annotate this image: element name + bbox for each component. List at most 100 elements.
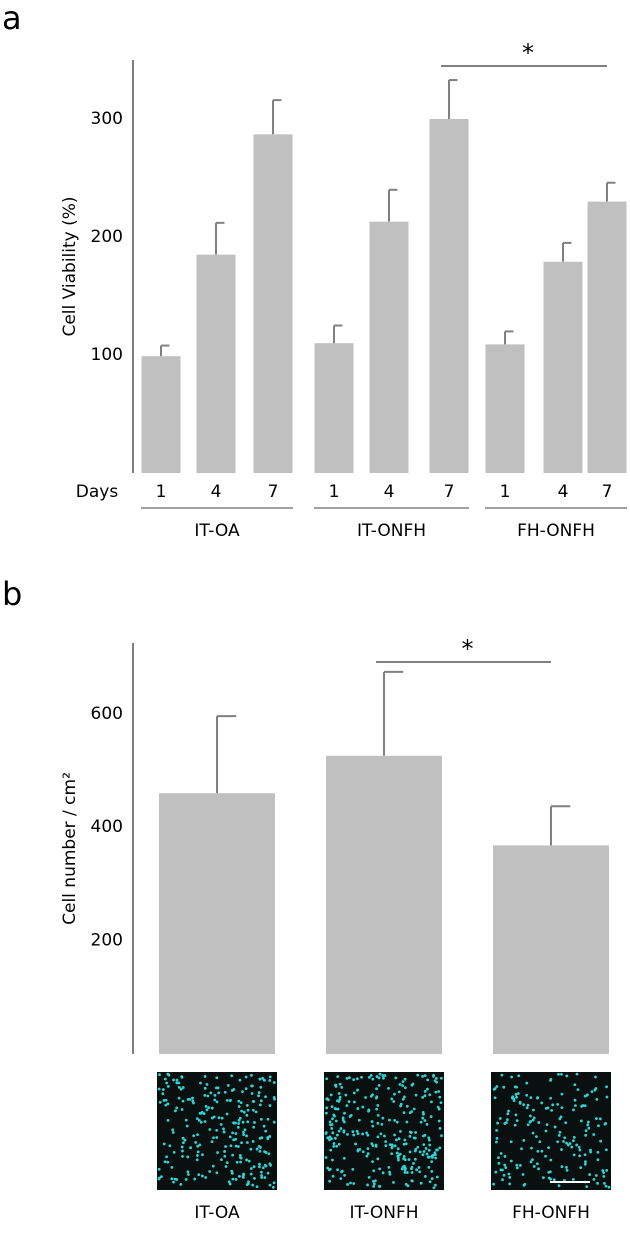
cell-nucleus — [245, 1134, 248, 1138]
cell-nucleus — [361, 1150, 365, 1154]
cell-nucleus — [181, 1086, 185, 1089]
cell-nucleus — [262, 1078, 266, 1082]
cell-nucleus — [272, 1120, 276, 1124]
x-tick-label: 7 — [444, 482, 455, 502]
cell-nucleus — [237, 1145, 240, 1148]
cell-nucleus — [352, 1091, 356, 1095]
cell-nucleus — [332, 1145, 336, 1148]
cell-nucleus — [215, 1129, 219, 1132]
cell-nucleus — [432, 1186, 436, 1190]
x-tick-label: FH-ONFH — [512, 1203, 590, 1223]
cell-nucleus — [259, 1146, 262, 1149]
cell-nucleus — [529, 1119, 533, 1123]
cell-nucleus — [503, 1163, 507, 1167]
cell-nucleus — [177, 1096, 181, 1100]
cell-nucleus — [402, 1155, 406, 1158]
cell-nucleus — [244, 1075, 248, 1079]
cell-nucleus — [225, 1161, 229, 1165]
cell-nucleus — [558, 1130, 562, 1134]
cell-nucleus — [195, 1117, 199, 1121]
cell-nucleus — [404, 1182, 408, 1186]
significance-mark: * — [522, 39, 534, 67]
cell-nucleus — [234, 1177, 238, 1181]
cell-nucleus — [246, 1108, 250, 1112]
cell-nucleus — [532, 1116, 536, 1120]
cell-nucleus — [583, 1104, 587, 1108]
cell-nucleus — [180, 1145, 184, 1149]
cell-nucleus — [438, 1095, 442, 1099]
cell-nucleus — [341, 1118, 345, 1122]
cell-nucleus — [209, 1091, 213, 1095]
cell-nucleus — [517, 1074, 521, 1078]
cell-nucleus — [166, 1102, 170, 1106]
cell-nucleus — [520, 1147, 523, 1151]
cell-nucleus — [388, 1172, 392, 1176]
cell-nucleus — [272, 1096, 276, 1099]
cell-nucleus — [272, 1181, 276, 1185]
cell-nucleus — [325, 1077, 329, 1081]
cell-nucleus — [370, 1142, 374, 1146]
cell-nucleus — [421, 1096, 425, 1099]
cell-nucleus — [337, 1092, 341, 1095]
cell-nucleus — [499, 1152, 503, 1155]
cell-nucleus — [494, 1170, 498, 1174]
cell-nucleus — [162, 1142, 166, 1146]
cell-nucleus — [435, 1148, 439, 1152]
cell-nucleus — [196, 1154, 199, 1157]
cell-nucleus — [196, 1133, 199, 1137]
cell-nucleus — [538, 1140, 542, 1144]
cell-nucleus — [547, 1171, 551, 1174]
cell-nucleus — [378, 1167, 382, 1171]
cell-nucleus — [495, 1085, 499, 1088]
cell-nucleus — [495, 1140, 498, 1144]
cell-nucleus — [196, 1144, 200, 1148]
cell-nucleus — [249, 1147, 253, 1151]
cell-nucleus — [571, 1139, 575, 1143]
cell-nucleus — [251, 1108, 255, 1112]
cell-nucleus — [371, 1077, 375, 1081]
cell-nucleus — [594, 1075, 597, 1079]
cell-nucleus — [334, 1119, 338, 1123]
cell-nucleus — [381, 1171, 385, 1175]
cell-nucleus — [383, 1134, 386, 1138]
cell-nucleus — [329, 1123, 332, 1127]
cell-nucleus — [210, 1106, 214, 1110]
cell-nucleus — [598, 1117, 602, 1121]
cell-nucleus — [344, 1093, 348, 1097]
cell-nucleus — [210, 1140, 214, 1143]
cell-nucleus — [242, 1173, 245, 1177]
cell-nucleus — [181, 1099, 185, 1103]
cell-nucleus — [212, 1136, 215, 1140]
cell-nucleus — [416, 1145, 420, 1149]
cell-nucleus — [186, 1170, 190, 1174]
cell-nucleus — [430, 1170, 434, 1173]
cell-nucleus — [168, 1144, 172, 1148]
panel-label: a — [2, 0, 22, 37]
cell-nucleus — [242, 1130, 245, 1134]
cell-nucleus — [349, 1181, 352, 1185]
cell-nucleus — [346, 1133, 349, 1136]
bar — [587, 201, 627, 473]
cell-nucleus — [392, 1181, 395, 1184]
cell-nucleus — [388, 1170, 391, 1174]
cell-nucleus — [439, 1076, 443, 1080]
cell-nucleus — [495, 1128, 498, 1132]
cell-nucleus — [563, 1136, 567, 1140]
cell-nucleus — [376, 1121, 380, 1125]
group-label: IT-ONFH — [357, 521, 426, 541]
cell-nucleus — [438, 1126, 442, 1130]
cell-nucleus — [398, 1082, 402, 1086]
cell-nucleus — [551, 1103, 555, 1107]
cell-nucleus — [200, 1174, 204, 1178]
cell-nucleus — [604, 1148, 608, 1152]
cell-nucleus — [408, 1150, 412, 1154]
cell-nucleus — [408, 1134, 412, 1138]
cell-nucleus — [203, 1093, 207, 1097]
cell-nucleus — [220, 1158, 223, 1162]
cell-nucleus — [423, 1094, 427, 1098]
cell-nucleus — [181, 1155, 184, 1158]
cell-nucleus — [224, 1145, 227, 1148]
cell-nucleus — [492, 1182, 496, 1186]
cell-nucleus — [164, 1103, 168, 1107]
cell-nucleus — [250, 1073, 253, 1077]
